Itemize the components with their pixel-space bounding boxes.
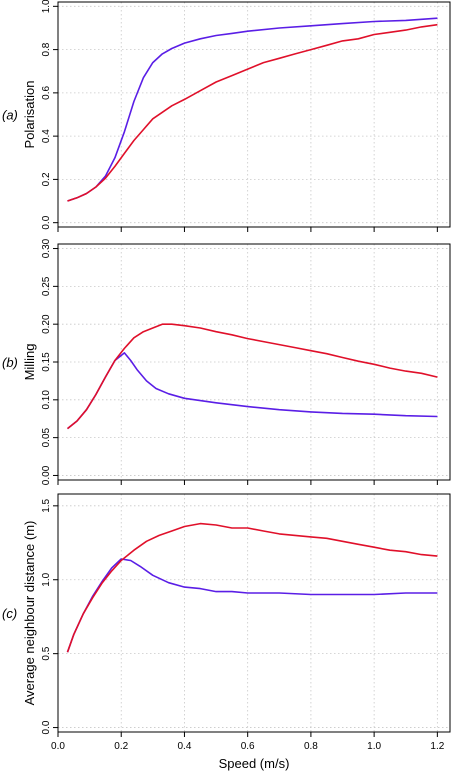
x-tick-label: 1.0: [367, 741, 381, 752]
series-line-2: [67, 23, 438, 202]
y-axis-title: Milling: [22, 344, 37, 381]
panel-label: (b): [2, 355, 18, 370]
y-tick-label: 1.0: [41, 0, 52, 13]
y-tick-label: 0.05: [41, 427, 52, 447]
series-line-1: [67, 352, 438, 430]
y-tick-label: 0.00: [41, 465, 52, 485]
y-tick-label: 0.0: [41, 215, 52, 229]
x-tick-label: 0.4: [177, 741, 191, 752]
x-tick-label: 0.0: [51, 741, 65, 752]
y-tick-label: 0.20: [41, 314, 52, 334]
series-line-1: [67, 17, 438, 202]
y-tick-label: 1.5: [41, 498, 52, 512]
y-tick-label: 0.25: [41, 276, 52, 296]
y-axis-title: Average neighbour distance (m): [22, 521, 37, 706]
series-line-2: [66, 522, 438, 653]
plot-frame: [57, 1, 451, 228]
y-tick-label: 0.10: [41, 390, 52, 410]
panel-1: 0.0 0.2 0.4 0.6 0.8 1.0 Polarisation (a): [2, 0, 451, 232]
series-line-2: [67, 323, 438, 430]
panel-3: 0.0 0.5 1.0 1.5 0.0 0.2 0.4 0.6 0.8 1.0 1.2 Average…: [2, 493, 451, 752]
y-tick-label: 0.30: [41, 238, 52, 258]
y-tick-label: 0.15: [41, 352, 52, 372]
y-tick-label: 0.8: [41, 42, 52, 56]
panel-2: 0.00 0.05 0.10 0.15 0.20 0.25 0.30 Milling (b): [2, 238, 451, 485]
series-line-1: [66, 558, 438, 653]
panel-label: (c): [2, 606, 17, 621]
y-tick-label: 0.4: [41, 129, 52, 143]
y-tick-label: 0.2: [41, 172, 52, 186]
y-tick-label: 1.0: [41, 572, 52, 586]
y-tick-label: 0.5: [41, 646, 52, 660]
x-tick-label: 1.2: [430, 741, 444, 752]
x-axis-title: Speed (m/s): [219, 756, 290, 771]
plot-frame: [57, 493, 451, 733]
y-axis-title: Polarisation: [22, 81, 37, 149]
plot-frame: [57, 243, 451, 481]
y-tick-label: 0.6: [41, 85, 52, 99]
y-tick-label: 0.0: [41, 720, 52, 734]
x-tick-label: 0.8: [304, 741, 318, 752]
x-tick-label: 0.2: [114, 741, 128, 752]
x-tick-label: 0.6: [241, 741, 255, 752]
panel-label: (a): [2, 108, 18, 123]
